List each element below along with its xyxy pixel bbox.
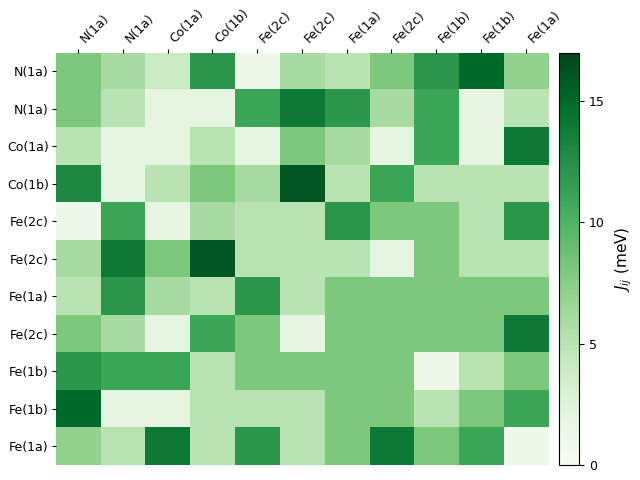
Y-axis label: $J_{ij}$ (meV): $J_{ij}$ (meV) <box>613 226 634 291</box>
